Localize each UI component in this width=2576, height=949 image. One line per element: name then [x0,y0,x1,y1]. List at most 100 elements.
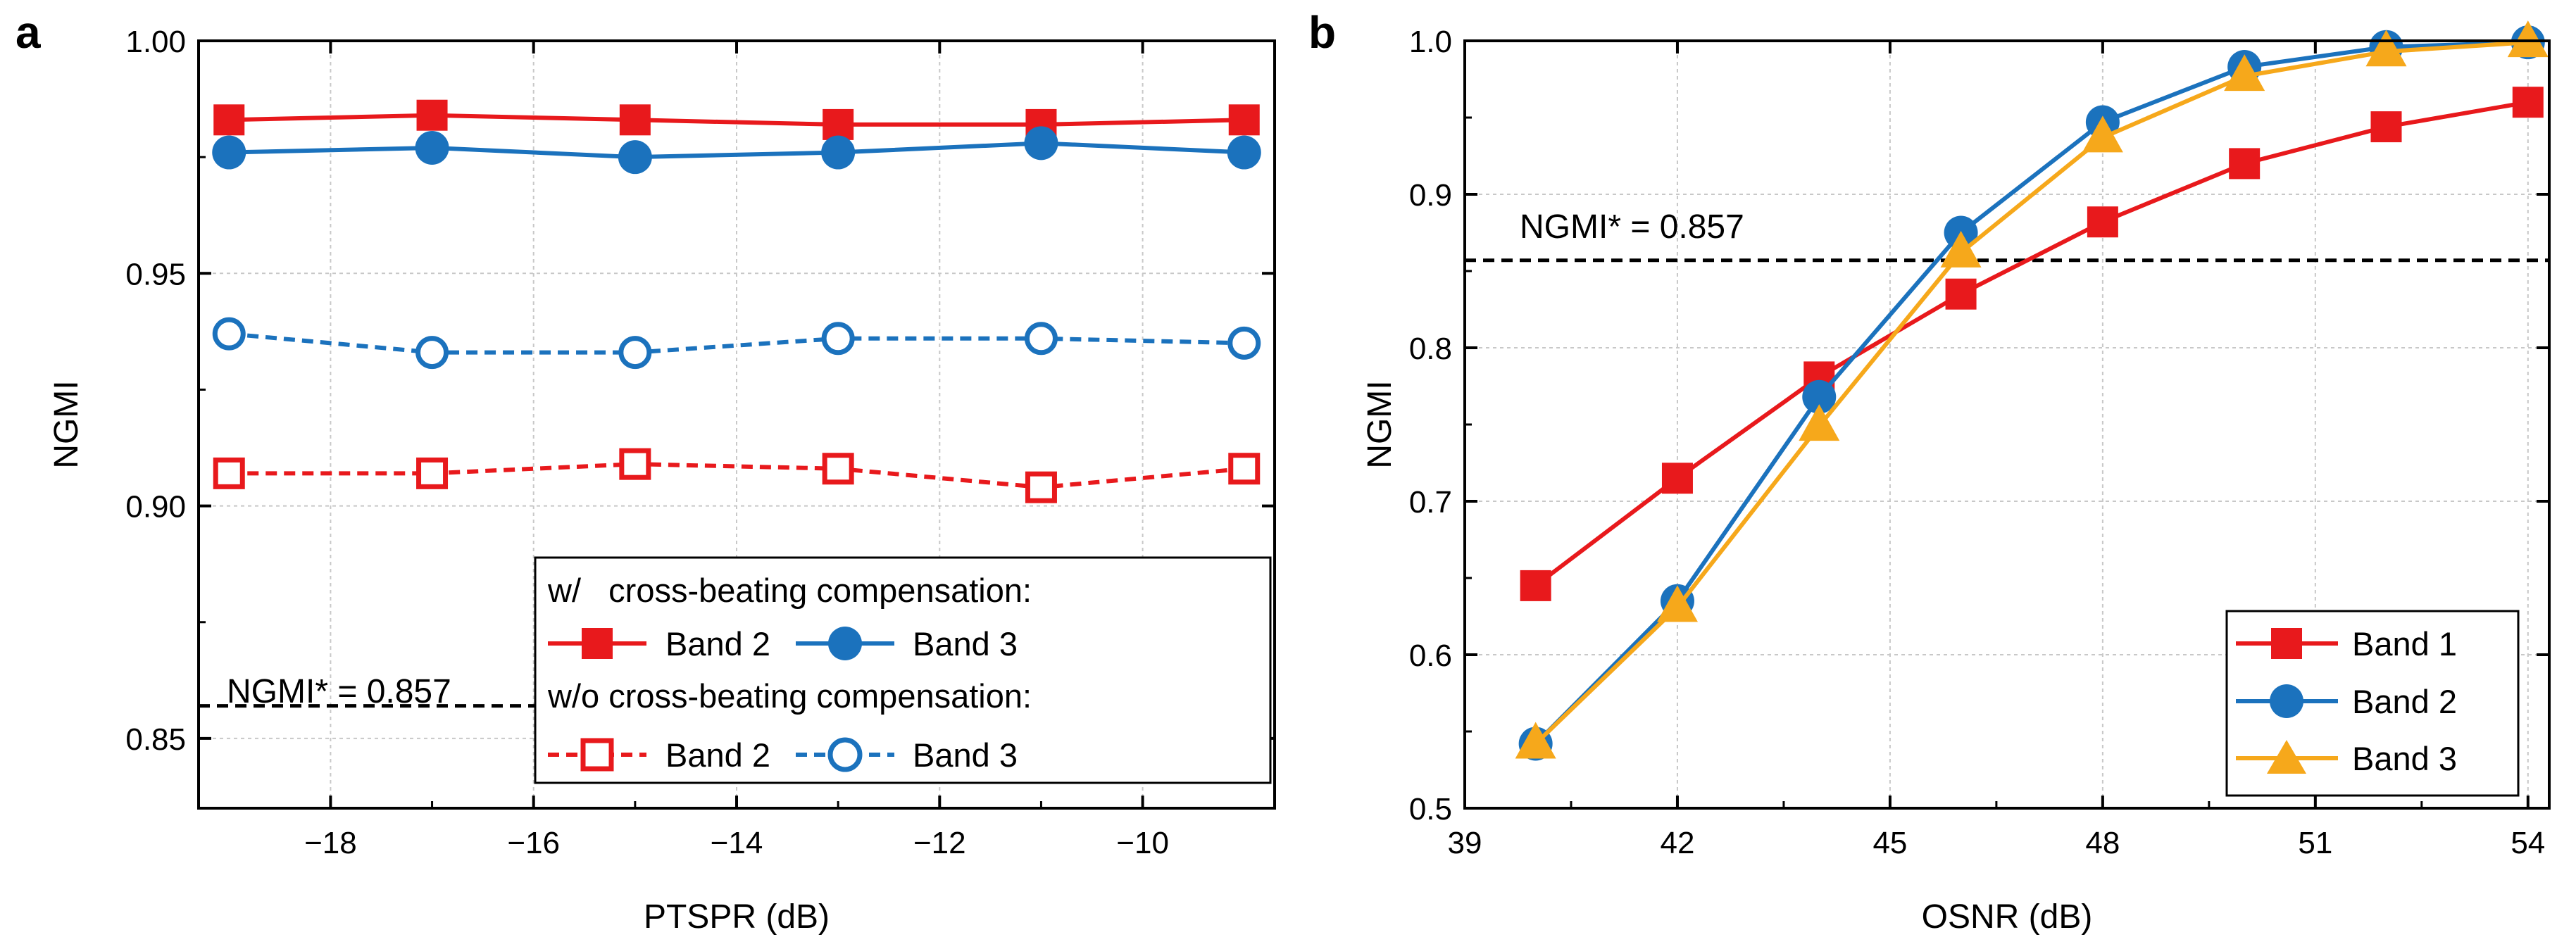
y-tick-label: 1.00 [125,25,186,59]
legend-square-marker [582,628,613,659]
panel-b-x-axis-label: OSNR (dB) [1922,898,2093,936]
panel-b-plot-frame [1463,39,2551,810]
x-tick-label: 51 [2298,826,2332,860]
x-tick-label: 39 [1448,826,1482,860]
panel-b-ticks: 39 42 45 48 51 54 0.5 0.6 0.7 0.8 0.9 1.0 [1409,25,2549,860]
panel-b-legend: Band 1 Band 2 Band 3 [2225,610,2520,797]
legend-entry-band2: Band 2 [2236,683,2457,720]
panel-a-ticks: −18 −16 −14 −12 −10 0.85 0.90 0.95 1.00 [125,25,1275,860]
y-tick-label: 0.8 [1409,332,1452,366]
panel-a: a −18 −16 −14 −12 −10 0.85 0.90 0.95 1.00 NGMI* … [15,7,1276,936]
panel-a-series [212,99,1261,503]
legend-entry-w-band2: Band 2 [548,625,770,662]
panel-b-reference: NGMI* = 0.857 [1465,208,2549,263]
data-point-square [619,104,651,136]
data-point-triangle [1940,230,1982,268]
data-point-square [619,448,651,480]
legend-triangle-marker [2267,740,2306,774]
legend-entry-wo-band2: Band 2 [548,736,770,774]
data-point-square [823,108,854,140]
panel-b: b 39 42 45 48 51 54 0.5 0.6 0.7 0.8 0.9 1.0 NGMI* =… [1308,7,2551,936]
data-point-circle [1227,135,1261,170]
data-point-circle [821,322,855,356]
panel-b-series [1515,20,2549,761]
y-tick-label: 0.6 [1409,639,1452,673]
data-point-circle [1227,326,1261,360]
panel-a-letter: a [15,7,41,58]
series-line [1534,100,2529,588]
data-point-circle [212,135,246,170]
legend-entry-band3-b: Band 3 [2236,740,2457,777]
x-tick-label: −16 [507,826,560,860]
x-tick-label: 42 [1660,826,1694,860]
series-line [1534,40,2528,746]
data-point-circle [1802,379,1837,414]
x-tick-label: 54 [2511,826,2545,860]
x-tick-label: 48 [2085,826,2120,860]
data-point-circle [415,336,449,370]
data-point-triangle [2507,20,2549,58]
legend-label-band2-b: Band 2 [2352,683,2457,720]
data-point-circle [618,336,652,370]
data-point-square [1945,278,1977,310]
data-point-square [2512,87,2544,118]
legend-entry-w-band3: Band 3 [796,625,1018,662]
series-line [229,462,1245,490]
legend-square-marker [2271,628,2302,659]
panel-b-letter: b [1308,7,1336,58]
legend-circle-marker [828,627,862,660]
legend-header-without-compensation: w/o cross-beating compensation: [547,677,1032,715]
data-point-square [822,453,854,485]
legend-label-band3-b: Band 3 [2352,740,2457,777]
data-point-square [2229,148,2261,180]
series-band-3 [1515,20,2549,759]
series-line [229,141,1244,160]
legend-entry-wo-band3: Band 3 [796,736,1018,774]
data-point-circle [1024,322,1058,356]
y-tick-label: 0.9 [1409,178,1452,213]
series-band-1 [1520,87,2544,601]
data-point-square [213,457,245,489]
data-point-square [1025,471,1057,503]
series-line [1534,40,2528,746]
series-band-3-with [212,126,1261,175]
panel-a-y-axis-label: NGMI [48,380,85,468]
data-point-circle [618,140,652,175]
legend-label-band3: Band 3 [913,625,1018,662]
data-point-square [2370,111,2402,143]
data-point-triangle [2224,54,2265,92]
legend-label-band1: Band 1 [2352,625,2457,662]
legend-square-open-marker [580,738,614,772]
x-tick-label: 45 [1872,826,1907,860]
x-tick-label: −18 [304,826,357,860]
data-point-square [1228,453,1261,485]
data-point-triangle [1799,404,1840,441]
data-point-square [1661,463,1693,494]
series-line [228,332,1244,355]
series-band-2-without [213,448,1261,503]
y-tick-label: 0.85 [125,722,186,757]
data-point-triangle [1656,585,1698,622]
legend-label-band2-wo: Band 2 [665,736,770,774]
panel-a-legend: w/ cross-beating compensation: Band 2 Ba… [534,556,1272,784]
legend-label-band2: Band 2 [665,625,770,662]
panel-b-reference-label: NGMI* = 0.857 [1520,208,1744,246]
series-line [229,113,1244,127]
y-tick-label: 0.5 [1409,792,1452,827]
panel-a-legend-box [534,556,1272,784]
y-tick-label: 0.7 [1409,485,1452,520]
data-point-triangle [2365,30,2407,67]
legend-header-with-compensation: w/ cross-beating compensation: [547,572,1032,609]
x-tick-label: −10 [1116,826,1169,860]
panel-b-y-axis-label: NGMI [1361,380,1399,468]
y-tick-label: 1.0 [1409,25,1452,59]
legend-circle-marker [2270,684,2303,718]
data-point-square [416,457,449,489]
panel-a-plot-frame [197,39,1276,810]
x-tick-label: −14 [711,826,763,860]
legend-entry-band1: Band 1 [2236,625,2457,662]
data-point-square [1228,104,1260,136]
data-point-triangle [2082,115,2123,153]
panel-a-reference-label: NGMI* = 0.857 [227,673,451,710]
